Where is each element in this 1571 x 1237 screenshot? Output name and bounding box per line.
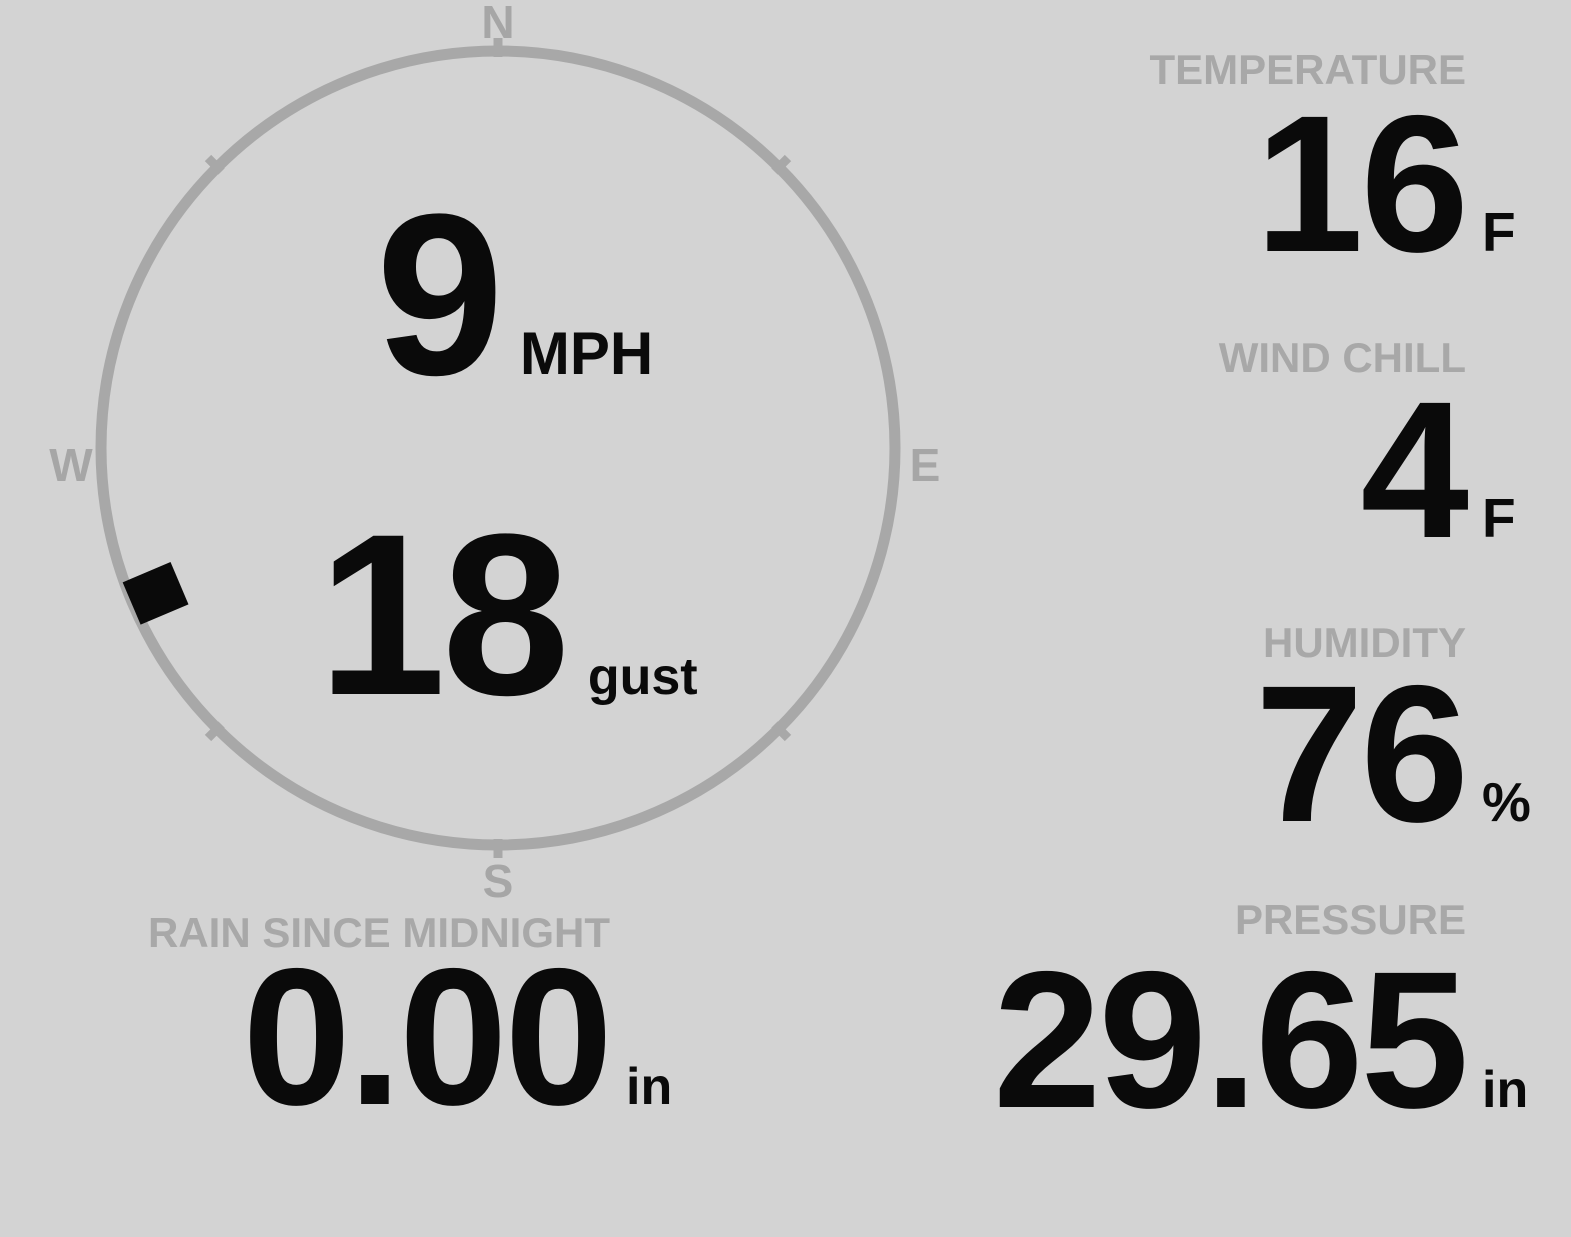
- pressure-label: PRESSURE: [1234, 896, 1466, 943]
- wind-chill-label: WIND CHILL: [1218, 334, 1466, 381]
- compass-label-west: W: [49, 439, 93, 491]
- compass-ticks: [204, 38, 792, 858]
- wind-speed-unit: MPH: [519, 320, 654, 387]
- humidity-label: HUMIDITY: [1263, 619, 1466, 666]
- pressure-value: 29.65: [993, 931, 1469, 1149]
- temperature-unit: F: [1482, 201, 1516, 263]
- wind-speed-value: 9: [376, 166, 504, 423]
- humidity-value: 76: [1255, 645, 1469, 863]
- temperature-value: 16: [1255, 75, 1469, 293]
- humidity-readout: 76%: [1255, 657, 1567, 852]
- wind-compass-dial: N E S W: [49, 0, 941, 907]
- rain-since-midnight-label: RAIN SINCE MIDNIGHT: [148, 909, 610, 956]
- rain-value: 0.00: [242, 928, 613, 1146]
- temperature-label: TEMPERATURE: [1149, 46, 1466, 93]
- compass-label-north: N: [481, 0, 514, 48]
- temperature-readout: 16 F: [1255, 87, 1567, 282]
- wind-speed-readout: 9 MPH: [376, 180, 653, 410]
- wind-chill-unit: F: [1482, 487, 1516, 549]
- wind-gust-value: 18: [318, 486, 570, 743]
- compass-label-east: E: [910, 439, 941, 491]
- wind-direction-marker: [122, 562, 189, 625]
- rain-since-midnight-readout: 0.00 in: [242, 940, 711, 1135]
- rain-unit: in: [626, 1058, 673, 1116]
- wind-gust-readout: 18 gust: [318, 500, 698, 730]
- pressure-unit: in: [1482, 1061, 1529, 1119]
- compass-label-south: S: [483, 855, 514, 907]
- wind-chill-value: 4: [1360, 361, 1469, 579]
- pressure-readout: 29.65 in: [993, 943, 1567, 1138]
- wind-gust-unit: gust: [587, 648, 698, 706]
- humidity-unit: %: [1482, 771, 1531, 833]
